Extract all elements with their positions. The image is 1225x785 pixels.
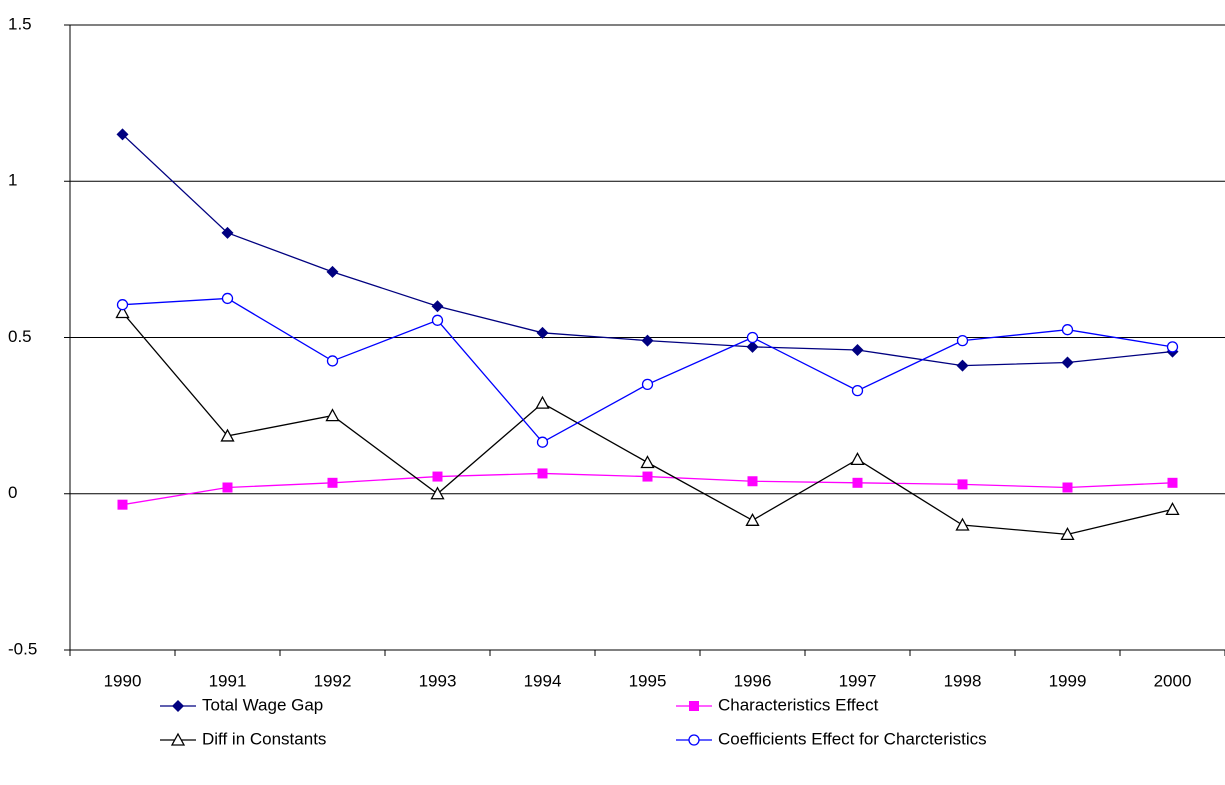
data-point [537, 468, 548, 479]
data-point [850, 452, 865, 466]
x-tick-label: 1997 [839, 671, 877, 690]
data-point [535, 395, 550, 409]
data-point [640, 455, 655, 469]
data-point [746, 331, 759, 344]
legend-label: Diff in Constants [202, 729, 326, 748]
data-point [1061, 324, 1074, 336]
data-point [325, 408, 340, 422]
series-line [122, 297, 1173, 444]
data-point [221, 292, 234, 305]
legend-label: Characteristics Effect [718, 695, 879, 714]
x-tick-label: 1993 [419, 671, 457, 690]
data-point [1167, 477, 1178, 488]
data-point [327, 477, 338, 488]
legend-label: Coefficients Effect for Charcteristics [718, 729, 987, 748]
x-tick-label: 2000 [1154, 671, 1192, 690]
data-point [536, 326, 549, 339]
data-point [221, 226, 234, 239]
data-point [955, 517, 970, 531]
data-point [432, 471, 443, 482]
data-point [1062, 482, 1073, 493]
legend-marker [688, 734, 700, 746]
y-tick-label: -0.5 [8, 639, 37, 658]
data-point [852, 477, 863, 488]
data-point [222, 482, 233, 493]
data-point [641, 378, 654, 391]
data-point [641, 334, 654, 347]
data-point [1165, 502, 1180, 516]
data-point [116, 299, 129, 311]
data-point [957, 479, 968, 490]
x-tick-label: 1990 [104, 671, 142, 690]
x-tick-label: 1999 [1049, 671, 1087, 690]
data-point [956, 334, 969, 347]
x-tick-label: 1994 [524, 671, 562, 690]
data-point [431, 300, 444, 313]
data-point [956, 359, 969, 372]
legend-marker [170, 732, 186, 746]
data-point [747, 476, 758, 487]
series-line [122, 133, 1173, 367]
x-tick-label: 1996 [734, 671, 772, 690]
y-tick-label: 1.5 [8, 14, 32, 33]
data-point [115, 305, 130, 319]
data-point [431, 314, 444, 326]
data-point [1061, 356, 1074, 369]
y-tick-label: 1 [8, 171, 17, 190]
x-tick-label: 1995 [629, 671, 667, 690]
legend-label: Total Wage Gap [202, 695, 323, 714]
data-point [851, 344, 864, 356]
x-tick-label: 1998 [944, 671, 982, 690]
data-point [116, 128, 129, 141]
data-point [1060, 527, 1075, 541]
data-point [642, 471, 653, 482]
data-point [430, 486, 445, 500]
data-point [326, 355, 339, 367]
data-point [746, 340, 759, 353]
data-point [326, 265, 339, 278]
x-tick-label: 1991 [209, 671, 247, 690]
legend-marker [172, 700, 184, 712]
data-point [1166, 341, 1179, 353]
data-point [117, 499, 128, 510]
legend-marker [689, 701, 699, 711]
data-point [220, 428, 235, 442]
x-tick-label: 1992 [314, 671, 352, 690]
y-tick-label: 0.5 [8, 327, 32, 346]
data-point [536, 436, 549, 448]
y-tick-label: 0 [8, 483, 17, 502]
data-point [851, 384, 864, 397]
data-point [745, 512, 760, 526]
